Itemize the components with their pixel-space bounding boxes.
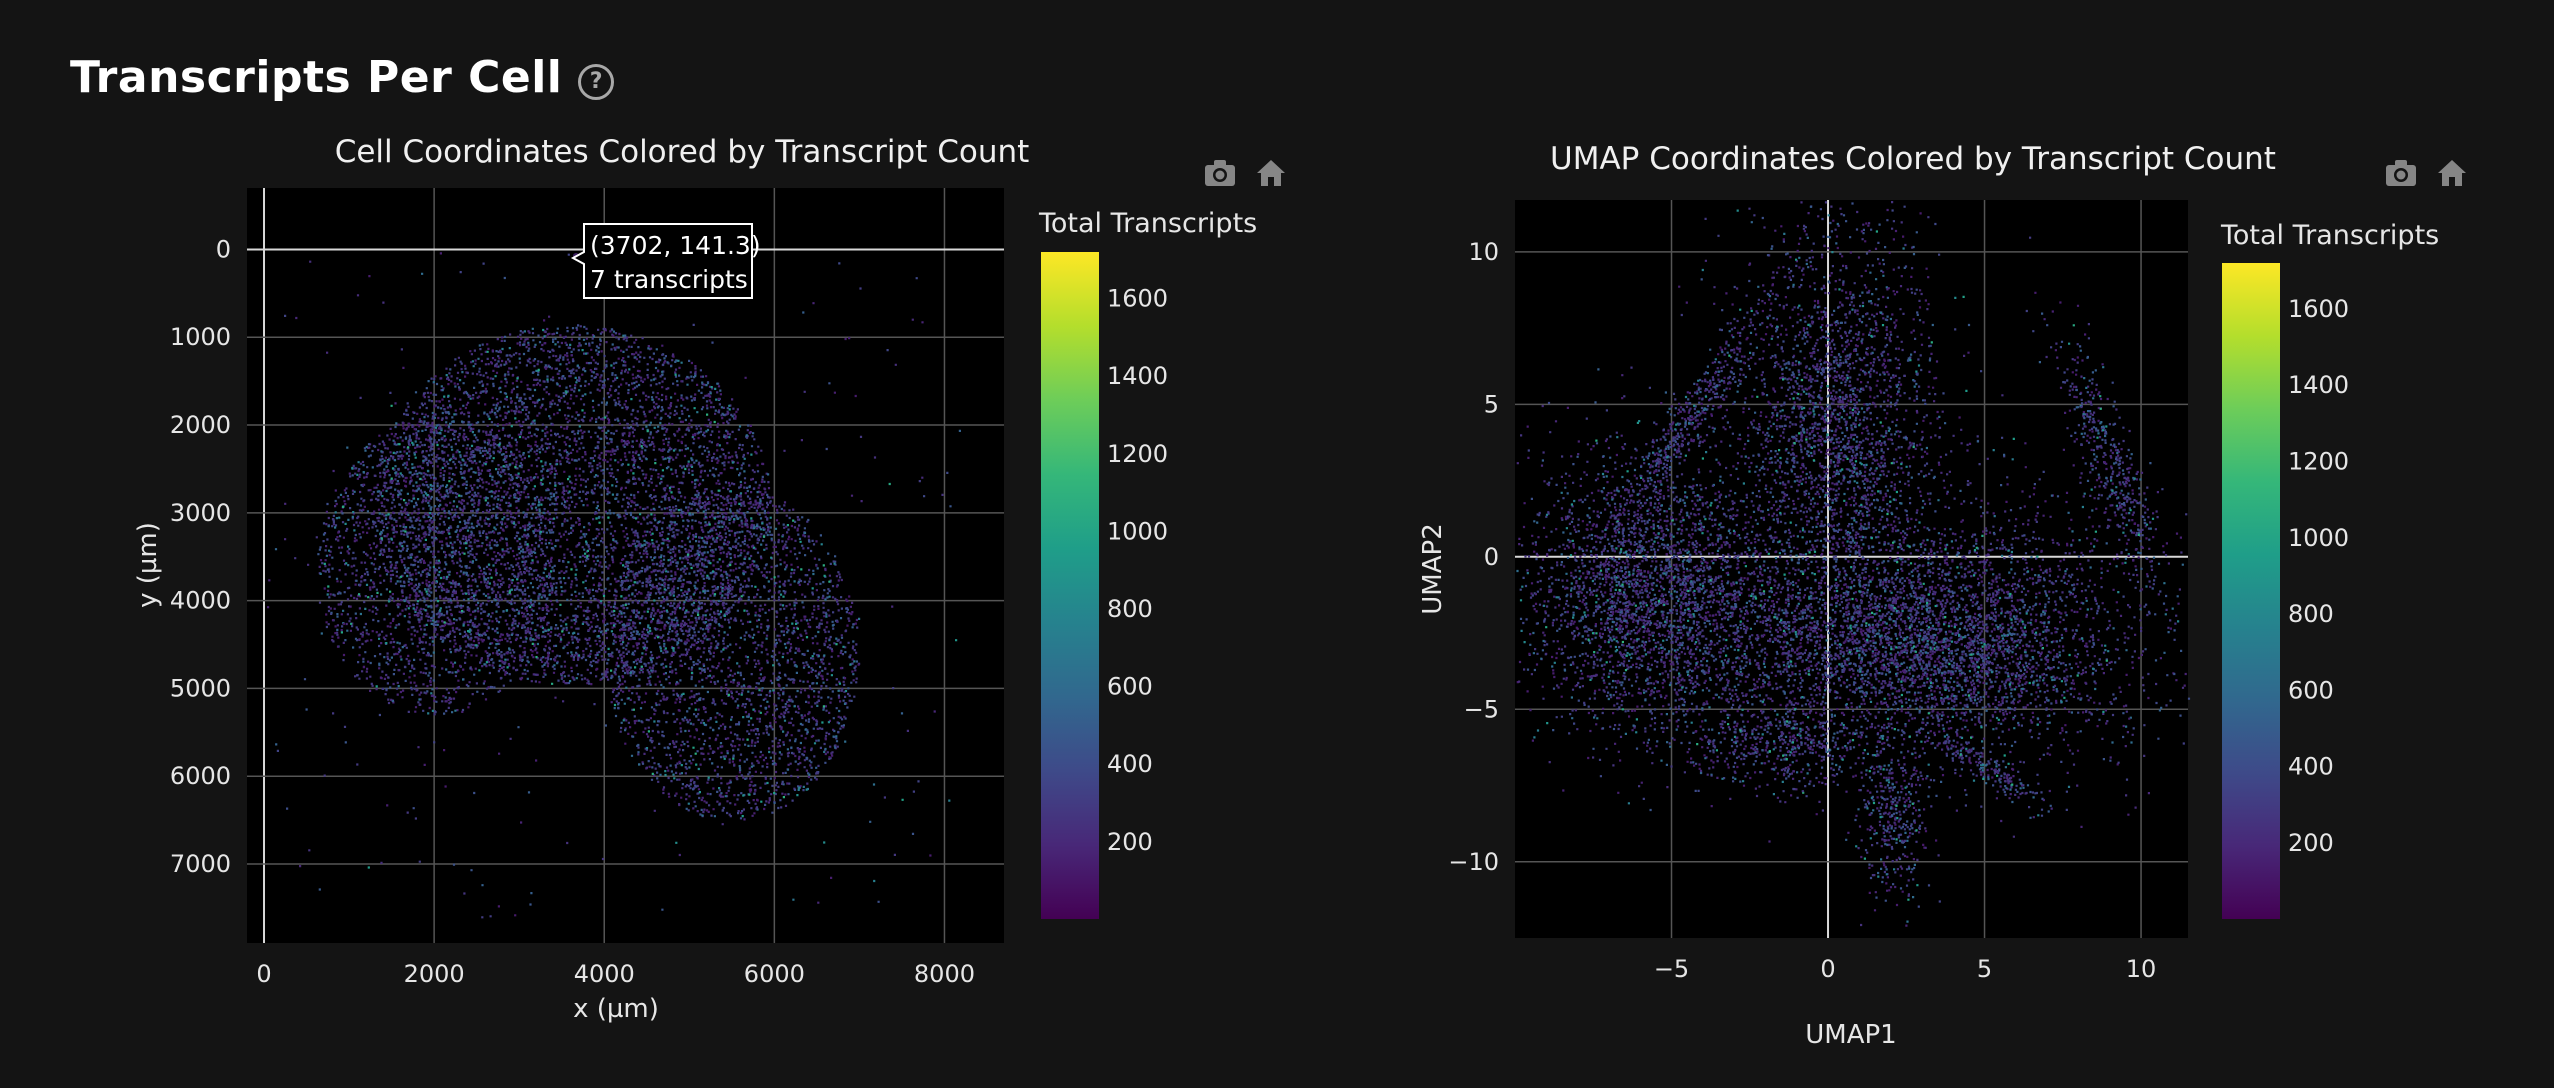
plot2-y-ticks: −10 −5 0 5 10 (1448, 238, 1499, 876)
y-tick-label: 4000 (170, 587, 231, 615)
point-cluster (349, 332, 842, 820)
plot1-y-axis-label: y (µm) (133, 522, 163, 608)
point-cluster (518, 435, 522, 439)
y-tick-label: 3000 (170, 499, 231, 527)
x-tick-label: 0 (1820, 955, 1835, 983)
y-tick-label: 6000 (170, 762, 231, 790)
colorbar-tick-label: 200 (1107, 828, 1153, 856)
plot2-plot-area[interactable] (1515, 200, 2188, 938)
colorbar-tick-label: 1600 (1107, 285, 1168, 313)
point-cluster (325, 315, 936, 795)
point-cluster (538, 508, 541, 511)
tooltip-box (570, 223, 753, 299)
point-cluster (510, 588, 513, 591)
x-tick-label: 8000 (914, 960, 975, 988)
page-title: Transcripts Per Cell ? (70, 52, 615, 103)
point-cluster (419, 477, 422, 480)
page-title-text: Transcripts Per Cell (70, 52, 563, 103)
colorbar-tick-label: 200 (2288, 829, 2334, 857)
plot2-colorbar (2222, 263, 2280, 919)
y-tick-label: −5 (1464, 695, 1499, 723)
colorbar-tick-label: 800 (2288, 600, 2334, 628)
point-cluster (835, 643, 838, 646)
hover-tooltip: (3702, 141.3) 7 transcripts (570, 223, 761, 299)
y-tick-label: 0 (216, 235, 231, 263)
x-tick-label: 0 (256, 960, 271, 988)
colorbar-tick-label: 1200 (1107, 440, 1168, 468)
colorbar-tick-label: 400 (2288, 753, 2334, 781)
plot2-colorbar-ticks: 200 400 600 800 1000 1200 1400 1600 (2288, 295, 2349, 857)
point-cluster (690, 566, 693, 570)
y-tick-label: 5000 (170, 674, 231, 702)
plot2-modebar (2384, 158, 2468, 188)
plot2-colorbar-title: Total Transcripts (2220, 220, 2439, 251)
x-tick-label: 4000 (574, 960, 635, 988)
y-tick-label: 0 (1484, 543, 1499, 571)
x-tick-label: 5 (1977, 955, 1992, 983)
tooltip-line2: 7 transcripts (590, 265, 748, 294)
colorbar-tick-label: 400 (1107, 750, 1153, 778)
plot1-colorbar-title: Total Transcripts (1038, 208, 1257, 239)
point-cluster (805, 636, 809, 639)
cell-coordinates-plot[interactable]: Cell Coordinates Colored by Transcript C… (0, 0, 1277, 1088)
plot2-x-ticks: −5 0 5 10 (1654, 955, 2157, 983)
x-tick-label: −5 (1654, 955, 1689, 983)
tooltip-line1: (3702, 141.3) (590, 231, 761, 260)
plot1-x-axis-label: x (µm) (573, 994, 659, 1024)
colorbar-tick-label: 600 (2288, 676, 2334, 704)
x-tick-label: 10 (2126, 955, 2157, 983)
colorbar-tick-label: 1200 (2288, 447, 2349, 475)
plot1-modebar (1203, 158, 1287, 188)
plot1-title: Cell Coordinates Colored by Transcript C… (335, 134, 1030, 170)
point-cluster (561, 630, 564, 633)
colorbar-tick-label: 600 (1107, 673, 1153, 701)
colorbar-tick-label: 1400 (2288, 371, 2349, 399)
colorbar-tick-label: 1600 (2288, 295, 2349, 323)
plot2-x-axis-label: UMAP1 (1805, 1020, 1896, 1050)
home-icon[interactable] (2436, 158, 2468, 188)
y-tick-label: −10 (1448, 848, 1499, 876)
y-tick-label: 10 (1468, 238, 1499, 266)
point-cluster (656, 636, 660, 639)
y-tick-label: 5 (1484, 390, 1499, 418)
x-tick-label: 6000 (744, 960, 805, 988)
colorbar-tick-label: 1400 (1107, 362, 1168, 390)
point-cluster (443, 621, 446, 624)
x-tick-label: 2000 (404, 960, 465, 988)
plot1-colorbar (1041, 252, 1099, 919)
plot1-plot-area[interactable] (247, 188, 1004, 943)
plot1-x-ticks: 0 2000 4000 6000 8000 (256, 960, 975, 988)
plot2-y-axis-label: UMAP2 (1418, 523, 1448, 614)
question-circle-icon[interactable]: ? (578, 63, 615, 100)
point-cluster (584, 552, 587, 555)
colorbar-tick-label: 1000 (1107, 517, 1168, 545)
camera-icon[interactable] (1203, 158, 1237, 188)
plot1-y-ticks: 0 1000 2000 3000 4000 5000 6000 7000 (170, 235, 231, 878)
point-cluster (640, 445, 643, 448)
camera-icon[interactable] (2384, 158, 2418, 188)
colorbar-tick-label: 800 (1107, 595, 1153, 623)
plot2-title: UMAP Coordinates Colored by Transcript C… (1550, 141, 2276, 177)
y-tick-label: 2000 (170, 411, 231, 439)
point-cluster (267, 343, 810, 806)
y-tick-label: 7000 (170, 850, 231, 878)
home-icon[interactable] (1255, 158, 1287, 188)
plot1-colorbar-ticks: 200 400 600 800 1000 1200 1400 1600 (1107, 285, 1168, 856)
point-cluster (331, 262, 924, 824)
y-tick-label: 1000 (170, 323, 231, 351)
colorbar-tick-label: 1000 (2288, 524, 2349, 552)
plot1-points[interactable] (267, 252, 962, 919)
